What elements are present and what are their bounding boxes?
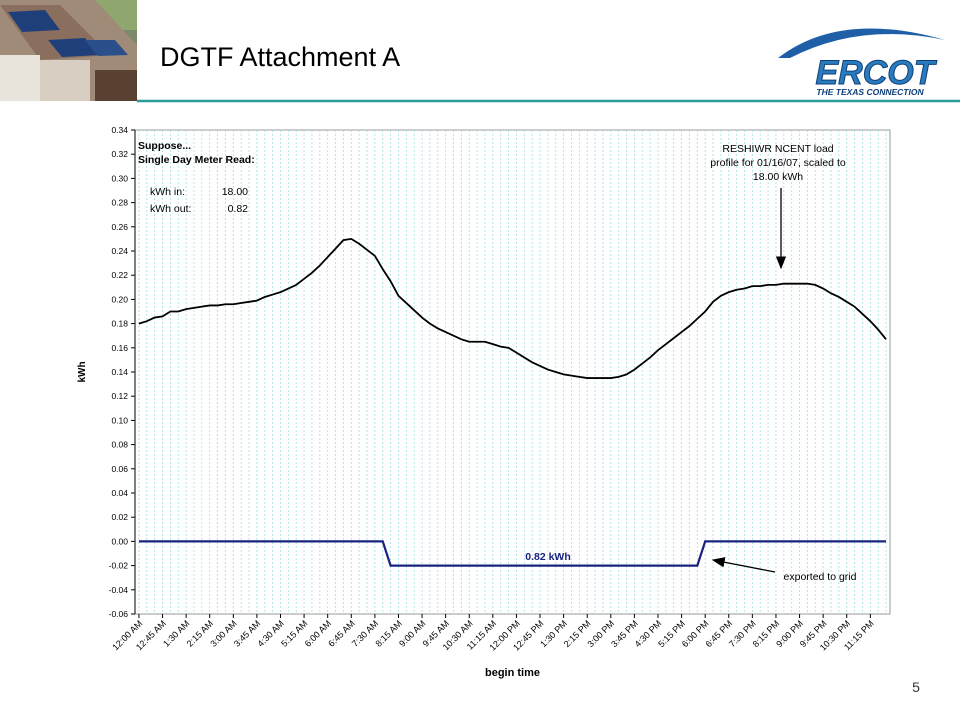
annotation: Suppose... xyxy=(138,140,191,152)
logo: ERCOT THE TEXAS CONNECTION xyxy=(778,28,945,97)
annotation: kWh in: xyxy=(150,186,185,198)
y-tick-label: 0.24 xyxy=(111,246,128,256)
y-tick-label: 0.04 xyxy=(111,488,128,498)
y-tick-label: 0.10 xyxy=(111,415,128,425)
y-tick-label: 0.26 xyxy=(111,222,128,232)
y-tick-label: 0.32 xyxy=(111,149,128,159)
y-tick-label: 0.22 xyxy=(111,270,128,280)
annotation: Single Day Meter Read: xyxy=(138,154,255,166)
y-tick-label: 0.20 xyxy=(111,294,128,304)
y-tick-label: 0.28 xyxy=(111,198,128,208)
y-tick-label: -0.04 xyxy=(109,585,129,595)
annotation: kWh out: xyxy=(150,203,191,215)
y-tick-label: 0.16 xyxy=(111,343,128,353)
series-line xyxy=(138,540,887,567)
annotation: 0.82 xyxy=(228,203,249,215)
annotation: 18.00 xyxy=(222,186,248,198)
y-tick-label: 0.30 xyxy=(111,173,128,183)
callout-arrow xyxy=(711,557,776,573)
page-number: 5 xyxy=(912,679,920,695)
logo-tagline: THE TEXAS CONNECTION xyxy=(816,87,924,97)
annotation: 18.00 kWh xyxy=(753,171,803,183)
y-tick-label: 0.06 xyxy=(111,464,128,474)
y-tick-label: 0.08 xyxy=(111,440,128,450)
annotation: RESHIWR NCENT load xyxy=(722,143,833,155)
annotation: 0.82 kWh xyxy=(525,551,571,563)
y-tick-label: 0.18 xyxy=(111,319,128,329)
annotation: exported to grid xyxy=(784,571,857,583)
y-tick-label: 0.14 xyxy=(111,367,128,377)
logo-name: ERCOT xyxy=(816,54,938,92)
slide-title: DGTF Attachment A xyxy=(160,42,400,72)
y-axis-label: kWh xyxy=(77,361,88,382)
y-tick-label: 0.34 xyxy=(111,125,128,135)
annotation: profile for 01/16/07, scaled to xyxy=(710,157,846,169)
y-tick-label: 0.00 xyxy=(111,536,128,546)
y-tick-label: 0.12 xyxy=(111,391,128,401)
y-tick-label: -0.06 xyxy=(109,609,129,619)
header-photo xyxy=(0,0,137,101)
series-line xyxy=(138,237,887,379)
y-tick-label: -0.02 xyxy=(109,561,129,571)
x-axis-label: begin time xyxy=(485,667,540,679)
plot-area xyxy=(134,129,891,615)
y-tick-label: 0.02 xyxy=(111,512,128,522)
